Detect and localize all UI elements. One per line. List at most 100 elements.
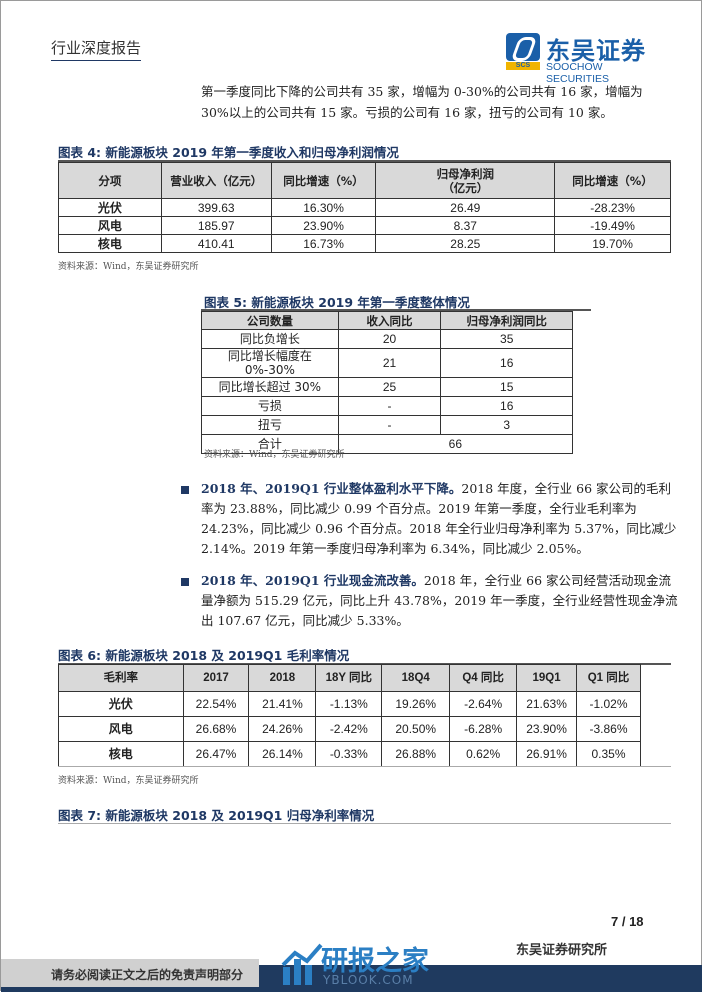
table6: 毛利率 2017 2018 18Y 同比 18Q4 Q4 同比 19Q1 Q1 同比 光伏 22.… xyxy=(58,664,641,767)
table-cell: 21.41% xyxy=(248,691,317,717)
soochow-logo: SCS 东吴证券 SOOCHOW SECURITIES xyxy=(506,31,651,85)
column-header: 归母净利润同比 xyxy=(440,311,573,330)
table-cell: 15 xyxy=(440,377,573,397)
row-label: 光伏 xyxy=(58,691,184,717)
watermark-en: YBLOOK.COM xyxy=(323,973,414,987)
bullet-text-2: 2018 年，全行业 66 家公司经营活动现金流量净额为 515.29 亿元，同… xyxy=(201,573,678,628)
logo-scs-text: SCS xyxy=(506,62,540,70)
column-header: 19Q1 xyxy=(516,664,578,692)
table5-source: 资料来源：Wind，东吴证券研究所 xyxy=(204,450,345,460)
table-cell: 25 xyxy=(337,377,442,397)
table6-bottom-rule xyxy=(58,766,671,767)
table4-caption-rule xyxy=(58,160,671,162)
logo-cn-text: 东吴证券 xyxy=(546,37,646,65)
table-cell: 0.62% xyxy=(449,741,518,767)
page-number: 7 / 18 xyxy=(611,914,644,929)
table-cell: 16.73% xyxy=(270,234,377,253)
table5-caption: 图表 5: 新能源板块 2019 年第一季度整体情况 xyxy=(204,295,470,310)
column-header: Q4 同比 xyxy=(449,664,518,692)
table-cell: -0.33% xyxy=(315,741,383,767)
table-row: 核电 26.47% 26.14% -0.33% 26.88% 0.62% 26.91% 0.3… xyxy=(58,741,641,767)
row-label: 同比增长超过 30% xyxy=(201,377,339,397)
bullet-lead-2: 2018 年、2019Q1 行业现金流改善。 xyxy=(201,573,424,588)
table5: 公司数量 收入同比 归母净利润同比 同比负增长 20 35 同比增长幅度在 0%-30% 21… xyxy=(201,311,574,454)
column-header: 18Y 同比 xyxy=(315,664,383,692)
table-row: 同比增长超过 30% 25 15 xyxy=(201,377,573,397)
table-row: 亏损 -16 xyxy=(201,396,573,416)
column-header: Q1 同比 xyxy=(576,664,641,692)
table-cell: 16 xyxy=(440,396,573,416)
watermark-cn: 研报之家 xyxy=(321,946,429,977)
table4-caption: 图表 4: 新能源板块 2019 年第一季度收入和归母净利润情况 xyxy=(58,145,399,160)
table-cell: -2.42% xyxy=(315,716,383,742)
row-label: 扭亏 xyxy=(201,415,339,435)
table-cell: - xyxy=(337,415,442,435)
table-cell: -28.23% xyxy=(554,198,671,217)
row-label: 风电 xyxy=(58,716,184,742)
total-row: 合计 66 xyxy=(201,434,574,454)
table-cell: 16 xyxy=(440,348,573,378)
table-row: 光伏 22.54% 21.41% -1.13% 19.26% -2.64% 21.63% -1… xyxy=(58,691,641,717)
table-cell: -6.28% xyxy=(449,716,518,742)
watermark-chart-icon xyxy=(281,943,323,985)
table-cell: 19.70% xyxy=(554,234,671,253)
column-header: 2018 xyxy=(248,664,317,692)
logo-mark-icon xyxy=(506,33,540,61)
table5-caption-rule xyxy=(201,309,591,311)
column-header: 公司数量 xyxy=(201,311,339,330)
table4: 分项 营业收入（亿元） 同比增速（%） 归母净利润 （亿元） 同比增速（%） 光伏 399.… xyxy=(58,162,671,253)
table-cell: -2.64% xyxy=(449,691,518,717)
table-row: 同比增长幅度在 0%-30% 21 16 xyxy=(201,348,573,378)
table6-source: 资料来源：Wind，东吴证券研究所 xyxy=(58,776,199,786)
column-header: 归母净利润 （亿元） xyxy=(375,162,556,199)
table-cell: 35 xyxy=(440,329,573,349)
intro-paragraph: 第一季度同比下降的公司共有 35 家，增幅为 0-30%的公司共有 16 家，增… xyxy=(201,84,643,120)
column-header: 同比增速（%） xyxy=(554,162,671,199)
column-header: 18Q4 xyxy=(381,664,451,692)
row-label: 核电 xyxy=(58,234,162,253)
total-label: 合计 xyxy=(201,434,339,454)
table-cell: 21 xyxy=(337,348,442,378)
row-label: 同比负增长 xyxy=(201,329,339,349)
table-cell: -1.02% xyxy=(576,691,641,717)
table-row: 风电 26.68% 24.26% -2.42% 20.50% -6.28% 23.90% -3… xyxy=(58,716,641,742)
footer-institute: 东吴证券研究所 xyxy=(516,943,608,958)
table-cell: 399.63 xyxy=(160,198,272,217)
table-cell: - xyxy=(337,396,442,416)
table-cell: 26.49 xyxy=(375,198,556,217)
table-cell: 16.30% xyxy=(270,198,377,217)
bullet-lead-1: 2018 年、2019Q1 行业整体盈利水平下降。 xyxy=(201,481,462,496)
table-cell: 0.35% xyxy=(576,741,641,767)
table-cell: 26.14% xyxy=(248,741,317,767)
table-cell: 22.54% xyxy=(182,691,250,717)
table-cell: 3 xyxy=(440,415,573,435)
row-label: 亏损 xyxy=(201,396,339,416)
table-cell: 28.25 xyxy=(375,234,556,253)
column-header: 营业收入（亿元） xyxy=(160,162,272,199)
table-cell: -19.49% xyxy=(554,216,671,235)
table-row: 扭亏 -3 xyxy=(201,415,573,435)
header-row: 公司数量 收入同比 归母净利润同比 xyxy=(201,311,573,330)
table7-caption-rule xyxy=(58,823,671,824)
table-cell: 24.26% xyxy=(248,716,317,742)
table6-caption: 图表 6: 新能源板块 2018 及 2019Q1 毛利率情况 xyxy=(58,648,350,663)
table-cell: 26.68% xyxy=(182,716,250,742)
table7-caption: 图表 7: 新能源板块 2018 及 2019Q1 归母净利率情况 xyxy=(58,808,375,823)
table-cell: 26.47% xyxy=(182,741,250,767)
bullet-square-icon xyxy=(181,578,189,586)
table-cell: -1.13% xyxy=(315,691,383,717)
bullet-paragraph-1: 2018 年、2019Q1 行业整体盈利水平下降。2018 年度，全行业 66 … xyxy=(201,479,681,559)
table-cell: 8.37 xyxy=(375,216,556,235)
report-type-header: 行业深度报告 xyxy=(51,37,142,61)
table-row: 核电 410.41 16.73% 28.25 19.70% xyxy=(58,234,671,253)
table-cell: 19.26% xyxy=(381,691,451,717)
bullet-text-1: 2018 年度，全行业 66 家公司的毛利率为 23.88%，同比减少 0.99… xyxy=(201,481,677,556)
table-row: 同比负增长 20 35 xyxy=(201,329,573,349)
total-value: 66 xyxy=(337,434,574,454)
table-cell: 20 xyxy=(337,329,442,349)
header-row: 毛利率 2017 2018 18Y 同比 18Q4 Q4 同比 19Q1 Q1 同比 xyxy=(58,664,641,692)
column-header: 同比增速（%） xyxy=(270,162,377,199)
table-row: 光伏 399.63 16.30% 26.49 -28.23% xyxy=(58,198,671,217)
bullet-square-icon xyxy=(181,486,189,494)
table-cell: 23.90% xyxy=(516,716,578,742)
